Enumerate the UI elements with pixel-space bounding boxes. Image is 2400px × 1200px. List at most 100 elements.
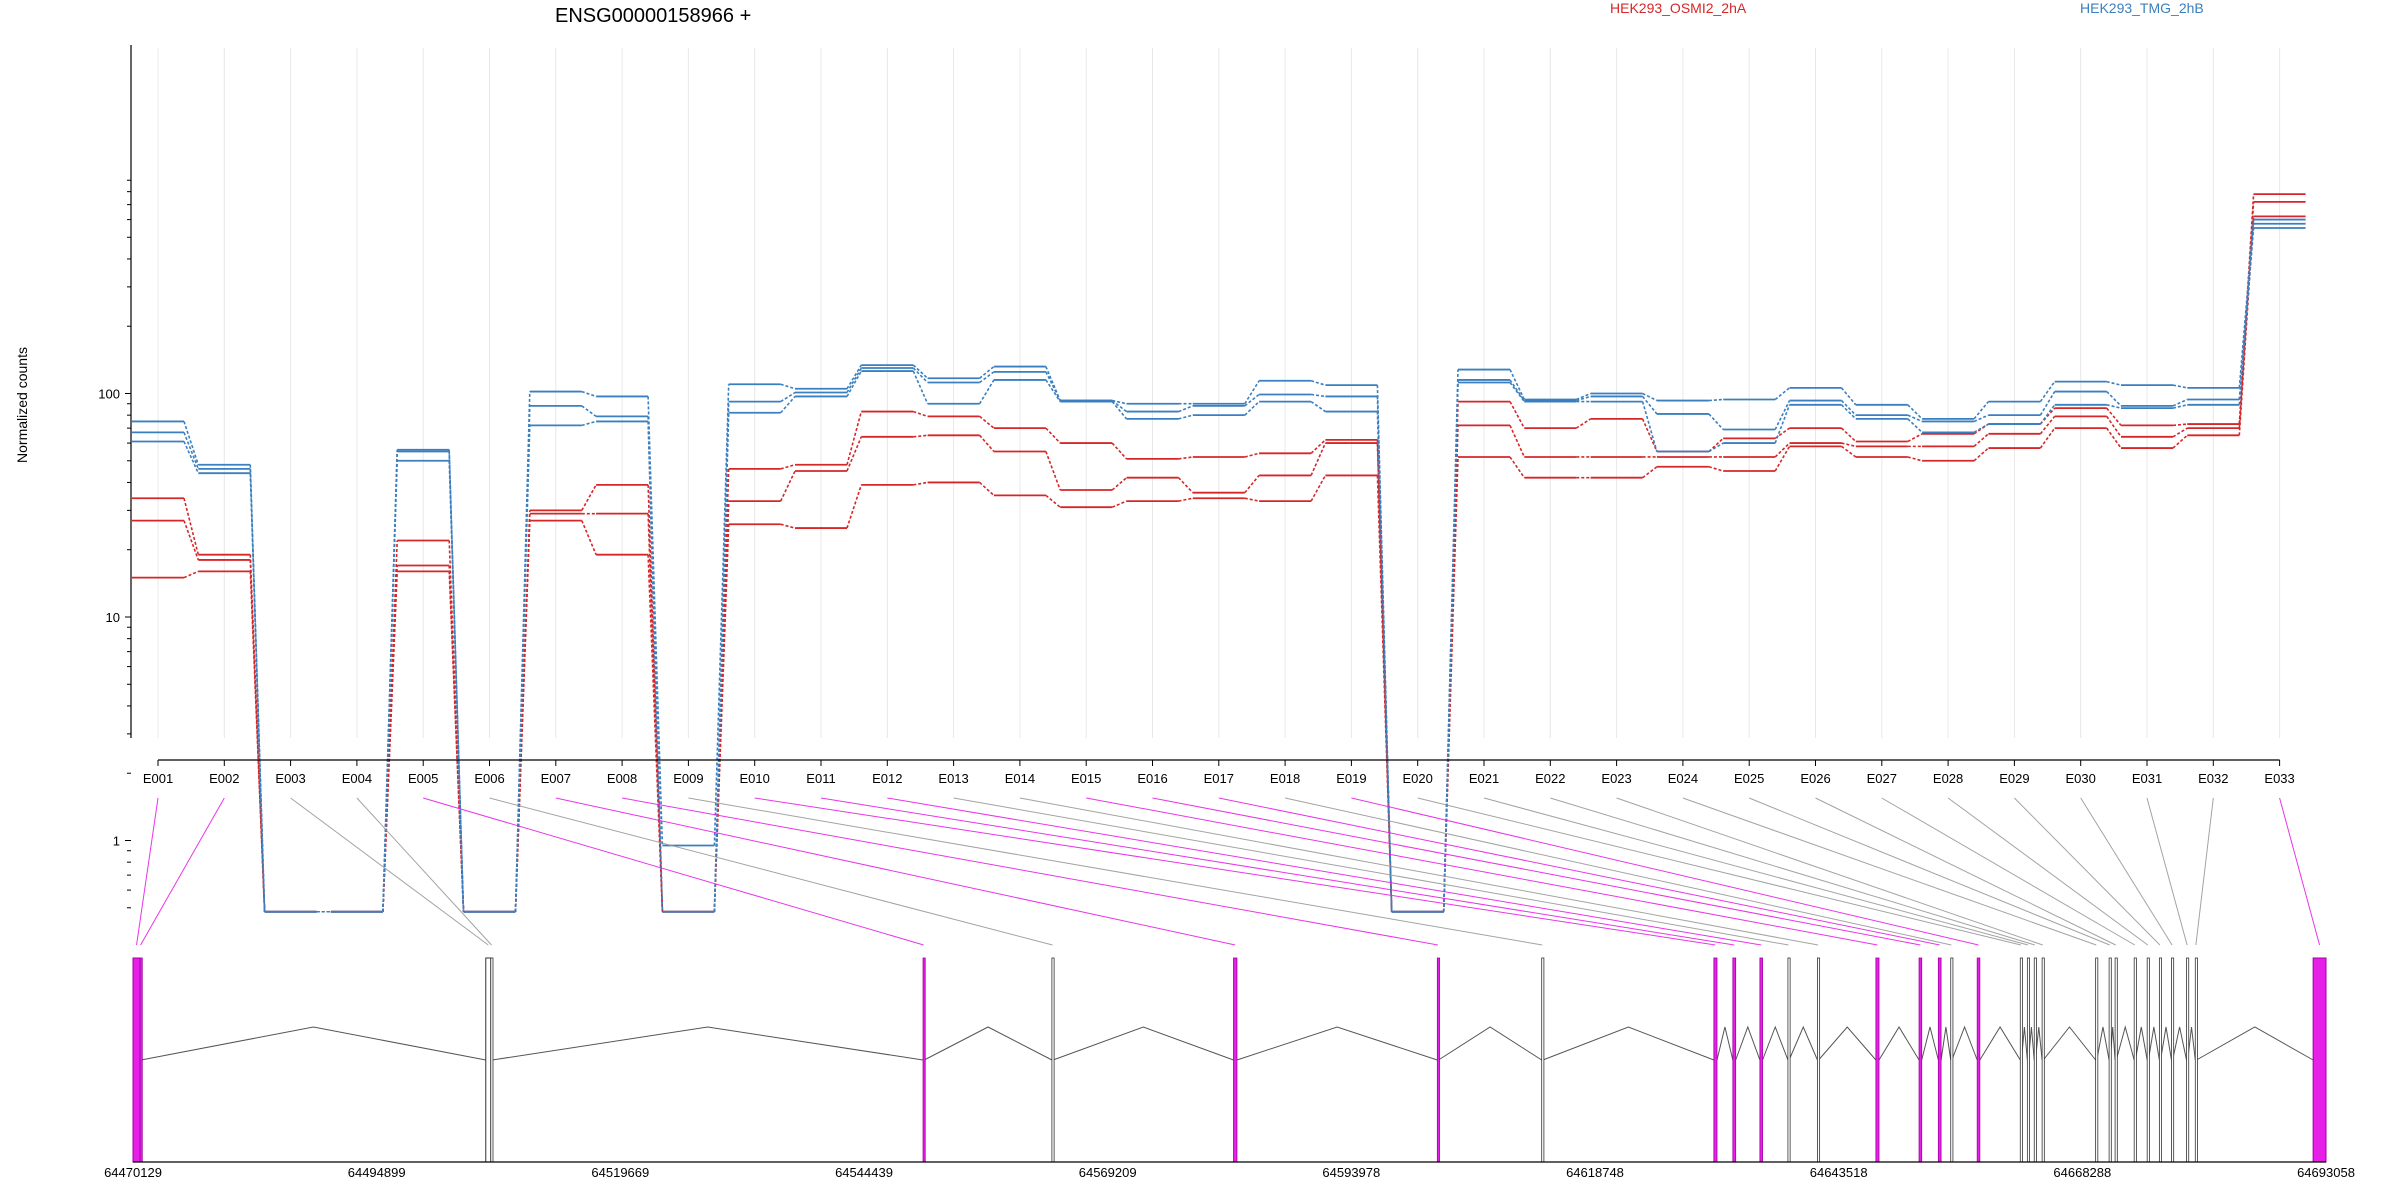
series-connector [912,364,929,379]
exon-connector [1351,797,1979,946]
series-connector [1376,411,1393,912]
series-connector [1907,404,1923,420]
exon-connector [1152,797,1921,946]
series-connector [2106,427,2122,449]
exon-block [1541,957,1545,1163]
series-connector [2106,391,2122,407]
series-connector [581,405,597,418]
series-connector [713,524,730,912]
series-connector [1310,475,1327,502]
series-connector [2039,415,2056,435]
series-connector [846,411,863,465]
exon-connector [2080,797,2173,946]
x-tick-label: E033 [2264,771,2294,786]
exon-connector [1417,797,2021,946]
series-connector [581,420,597,427]
series-connector [1907,433,1923,443]
intron-line [2115,1025,2135,1061]
series-connector [780,463,796,470]
series-connector [1244,452,1260,458]
series-connector [382,460,398,912]
series-connector [1111,477,1128,491]
series-connector [514,513,531,912]
series-connector [2039,427,2056,449]
series-connector [1112,399,1127,405]
series-connector [2238,201,2255,429]
y-tick-label: 100 [98,387,120,402]
series-connector [1045,379,1061,403]
series-connector [2106,380,2122,386]
intron-line [492,1026,924,1061]
series-connector [913,434,928,438]
exon-connector [140,797,225,946]
genomic-tick-label: 64618748 [1566,1165,1624,1180]
series-connector [979,365,995,379]
exon-connector [136,797,159,946]
exon-connector [1947,797,2149,946]
exon-connector [1550,797,2035,946]
series-connector [1111,442,1128,460]
series-connector [2106,407,2122,426]
intron-line [1788,1025,1818,1061]
series-connector [979,371,995,384]
series-connector [2106,415,2122,438]
x-tick-label: E019 [1336,771,1366,786]
series-connector [514,520,531,912]
series-connector [2172,404,2188,409]
exon-block [139,957,143,1163]
x-tick-label: E003 [275,771,305,786]
exon-block [2146,957,2150,1163]
intron-line [2172,1026,2188,1061]
series-6 [132,227,2306,913]
series-connector [183,432,200,470]
series-connector [1576,395,1591,402]
x-tick-label: E027 [1867,771,1897,786]
series-connector [1641,401,1658,452]
series-connector [183,520,200,561]
series-connector [1442,456,1459,912]
series-connector [1708,437,1724,453]
exon-connector [290,797,489,946]
exon-connector [356,797,492,946]
genomic-tick-label: 64569209 [1079,1165,1137,1180]
x-tick-label: E002 [209,771,239,786]
series-connector [1642,466,1658,479]
intron-line [1878,1026,1920,1061]
series-connector [1841,442,1856,448]
exon-connector [887,797,1762,946]
series-connector [979,481,995,496]
exon-connector [754,797,1716,946]
exon-gridlines [157,48,2281,738]
genomic-tick-label: 64593978 [1322,1165,1380,1180]
x-tick-label: E004 [342,771,372,786]
intron-line [1818,1026,1877,1061]
x-tick-label: E031 [2132,771,2162,786]
genomic-tick-label: 64544439 [835,1165,893,1180]
series-connector [713,412,730,912]
chart-title: ENSG00000158966 + [555,5,751,27]
exon-block [1713,957,1718,1163]
x-tick-label: E016 [1137,771,1167,786]
series-connector [1111,401,1128,420]
series-connector [1973,447,1989,462]
exon-connector [2195,797,2214,946]
x-tick-label: E026 [1800,771,1830,786]
intron-line [2096,1026,2110,1061]
y-axis-label: Normalized counts [14,347,30,463]
intron-line [1921,1026,1939,1061]
intron-line [2160,1026,2172,1061]
axes: 1 10 100 E001 E002 E003 E004 E005 E006 E007 E008 E0… [98,45,2295,909]
exon-connector [1218,797,1940,946]
exon-block [2026,957,2030,1163]
series-connector [846,367,862,393]
series-connector [779,470,796,502]
exon-connector [820,797,1735,946]
series-connector [1509,369,1526,400]
exon-block [132,957,141,1163]
exon-block [2312,957,2327,1163]
exon-connector [1815,797,2116,946]
series-connector [1244,497,1260,502]
exon-block [490,957,494,1163]
series-connector [183,421,200,465]
